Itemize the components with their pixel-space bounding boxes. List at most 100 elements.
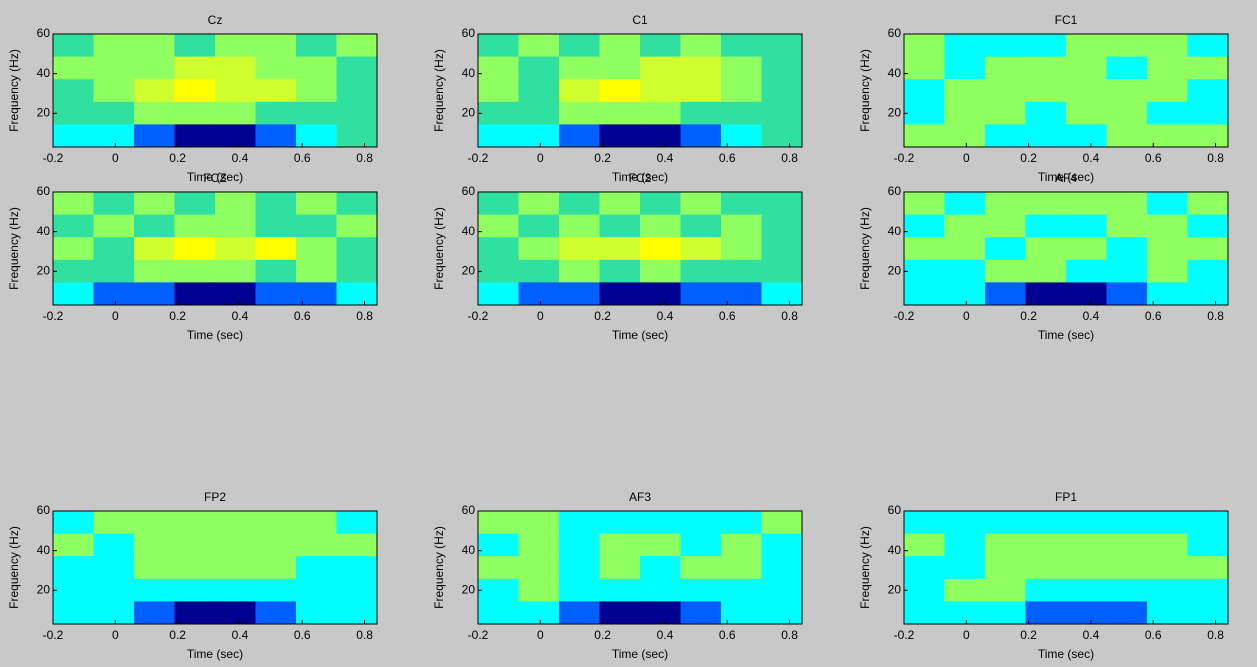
contour-cell [336, 34, 378, 58]
contour-cell [721, 511, 762, 535]
contour-cell [1025, 533, 1067, 557]
contour-cell [336, 556, 378, 580]
y-axis-label: Frequency (Hz) [7, 49, 21, 132]
contour-cell [599, 192, 641, 216]
contour-cell [599, 533, 641, 557]
contour-cell [1106, 237, 1148, 261]
contour-cell [215, 259, 256, 283]
contour-cell [53, 214, 94, 238]
contour-cell [559, 101, 600, 125]
x-tick-label: 0.8 [781, 151, 798, 165]
contour-cell [1147, 192, 1188, 216]
contour-cell [93, 601, 135, 625]
plot-title: Cz [208, 13, 223, 27]
contour-cell [518, 511, 560, 535]
contour-cell [944, 101, 986, 125]
contour-cell [1025, 556, 1067, 580]
x-tick-label: 0.8 [356, 628, 373, 642]
contour-cell [215, 214, 256, 238]
contour-cell [215, 124, 256, 148]
y-tick-label: 20 [888, 263, 902, 277]
contour-cell [761, 282, 803, 306]
contour-cell [904, 34, 945, 58]
contour-cell [944, 192, 986, 216]
contour-cell [680, 79, 722, 103]
contour-cell [93, 34, 135, 58]
contour-cell [559, 237, 600, 261]
contour-cell [944, 533, 986, 557]
contour-cell [296, 601, 337, 625]
contour-cell [518, 124, 560, 148]
contour-cell [944, 214, 986, 238]
contour-cell [944, 124, 986, 148]
y-tick-label: 40 [888, 66, 902, 80]
contour-cell [721, 601, 762, 625]
contour-cell [599, 34, 641, 58]
x-tick-label: 0.8 [356, 151, 373, 165]
contour-cell [944, 511, 986, 535]
x-tick-label: 0.4 [1083, 151, 1100, 165]
contour-cell [518, 556, 560, 580]
contour-cell [53, 124, 94, 148]
contour-cell [1106, 282, 1148, 306]
contour-cell [174, 34, 216, 58]
x-tick-label: -0.2 [43, 628, 64, 642]
x-tick-label: -0.2 [43, 309, 64, 323]
plot-title: FC1 [1055, 13, 1078, 27]
contour-cell [336, 237, 378, 261]
x-tick-label: 0.6 [1145, 309, 1162, 323]
contour-cell [599, 511, 641, 535]
contour-cell [1025, 101, 1067, 125]
contour-cell [559, 79, 600, 103]
x-tick-label: 0.8 [1207, 151, 1224, 165]
contour-cell [518, 56, 560, 80]
y-axis-label: Frequency (Hz) [7, 526, 21, 609]
y-tick-label: 40 [462, 224, 476, 238]
contour-cell [1025, 56, 1067, 80]
contour-cell [1147, 124, 1188, 148]
x-tick-label: 0.2 [594, 309, 611, 323]
contour-cell [255, 578, 297, 602]
plot-title: FP2 [204, 490, 226, 504]
contour-cell [721, 556, 762, 580]
contour-cell [1106, 578, 1148, 602]
contour-cell [518, 214, 560, 238]
contour-cell [255, 533, 297, 557]
contour-cell [296, 282, 337, 306]
contour-cell [1066, 214, 1107, 238]
contour-cell [336, 511, 378, 535]
contour-cell [1025, 79, 1067, 103]
contour-cell [478, 511, 519, 535]
contour-cell [518, 259, 560, 283]
contour-cell [1147, 511, 1188, 535]
contour-cell [680, 578, 722, 602]
contour-cell [640, 214, 681, 238]
contour-cell [1066, 192, 1107, 216]
contour-cell [296, 578, 337, 602]
x-tick-label: 0.2 [1020, 628, 1037, 642]
contour-cell [985, 556, 1026, 580]
contour-cell [134, 124, 175, 148]
contour-cell [174, 237, 216, 261]
x-tick-label: 0.2 [594, 628, 611, 642]
contour-cell [53, 282, 94, 306]
x-axis-label: Time (sec) [612, 170, 668, 184]
contour-cell [1066, 79, 1107, 103]
contour-cell [215, 34, 256, 58]
contour-cell [680, 214, 722, 238]
contour-cell [1066, 124, 1107, 148]
contour-cell [478, 101, 519, 125]
axes-box [477, 510, 803, 625]
x-axis-label: Time (sec) [187, 170, 243, 184]
contour-cell [1187, 578, 1229, 602]
contour-cell [478, 578, 519, 602]
contour-cell [296, 56, 337, 80]
y-axis-label: Frequency (Hz) [7, 207, 21, 290]
contour-cell [640, 601, 681, 625]
contour-cell [1106, 214, 1148, 238]
contour-cell [559, 601, 600, 625]
contour-cell [93, 533, 135, 557]
contour-cell [599, 79, 641, 103]
contour-cell [134, 511, 175, 535]
y-tick-label: 60 [462, 26, 476, 40]
